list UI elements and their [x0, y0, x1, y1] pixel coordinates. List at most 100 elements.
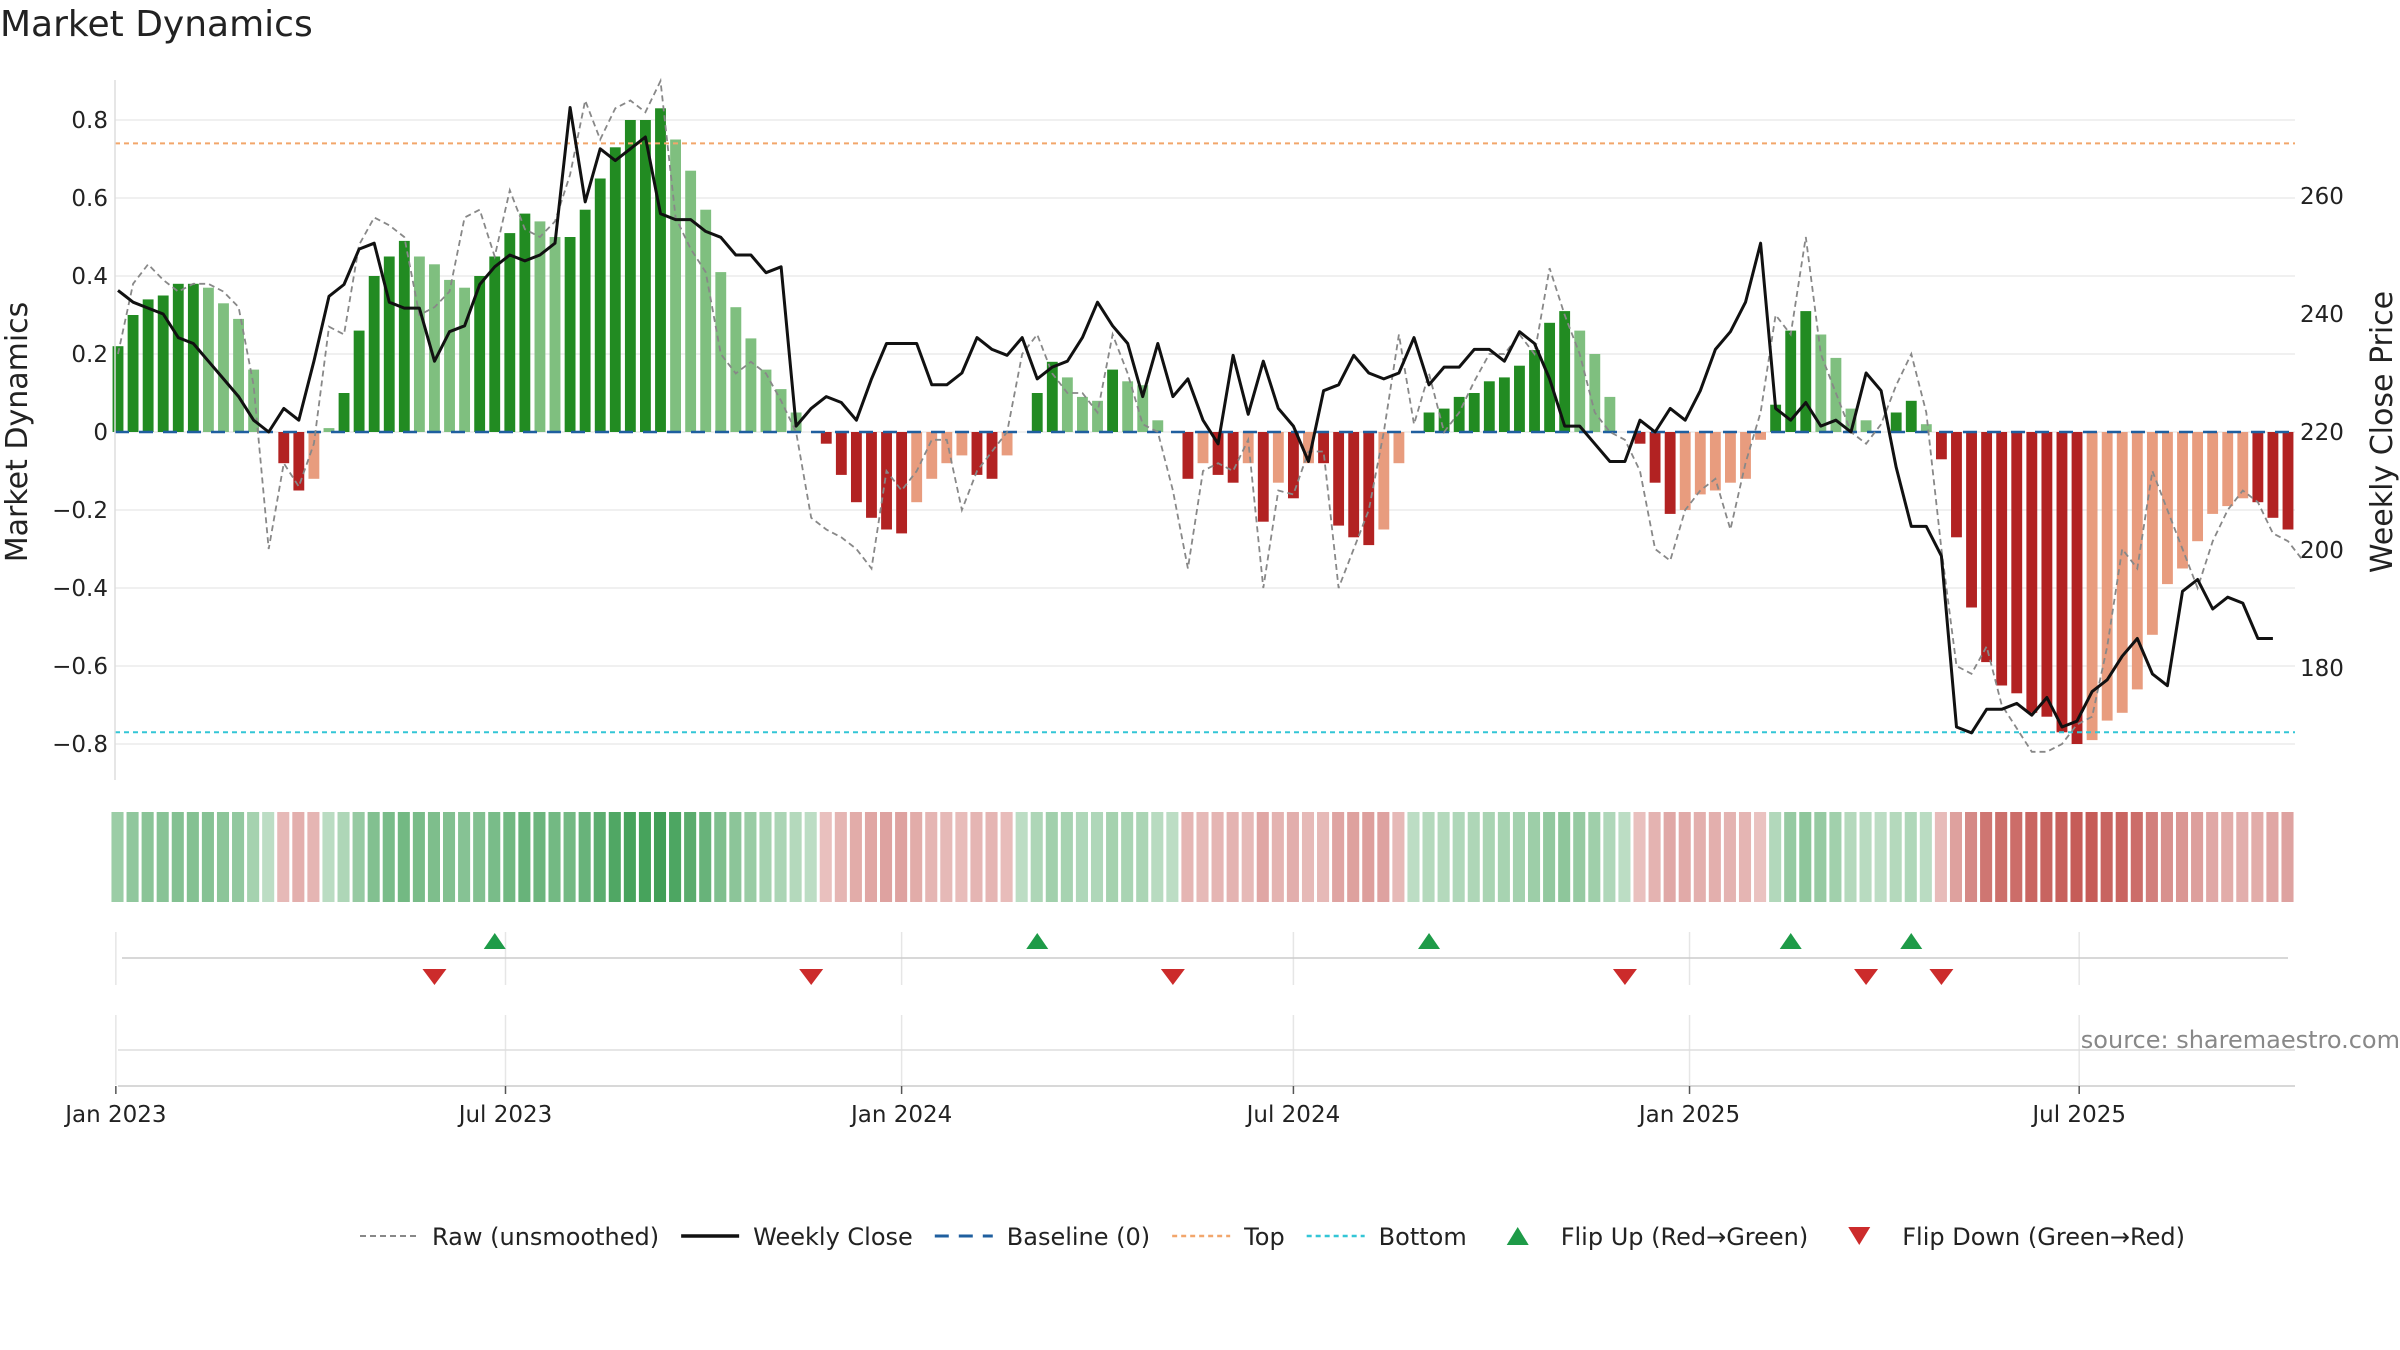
bar: [2071, 432, 2083, 744]
heat-cell: [1919, 812, 1932, 902]
heat-cell: [1965, 812, 1978, 902]
weekly-close-line: [117, 106, 2273, 735]
heat-cell: [638, 812, 651, 902]
bar-series: [112, 108, 2294, 744]
heat-cell: [232, 812, 245, 902]
flip-down-marker: [1854, 969, 1879, 985]
x-tick-label: Jul 2024: [1245, 1102, 1341, 1128]
bar: [896, 432, 908, 534]
heat-cell: [714, 812, 727, 902]
y-right-tick-label: 200: [2300, 538, 2344, 564]
heat-cell: [955, 812, 968, 902]
heat-cell: [623, 812, 636, 902]
bar: [1815, 334, 1827, 432]
heat-cell: [2191, 812, 2204, 902]
heat-cell: [910, 812, 923, 902]
bar: [2207, 432, 2219, 514]
bar: [745, 338, 757, 432]
bar: [760, 369, 772, 432]
bar: [835, 432, 847, 475]
heat-cell: [2130, 812, 2143, 902]
heat-cell: [2221, 812, 2234, 902]
heat-cell: [337, 812, 350, 902]
bar: [1212, 432, 1224, 475]
heat-cell: [608, 812, 621, 902]
bar: [1348, 432, 1360, 538]
bar: [534, 221, 546, 432]
heat-cell: [1497, 812, 1510, 902]
bar: [368, 276, 380, 432]
bar: [1061, 377, 1073, 432]
heat-cell: [1949, 812, 1963, 902]
bar: [2237, 432, 2249, 499]
level-lines: [115, 142, 2295, 734]
heat-cell: [1301, 812, 1315, 902]
heat-cell: [1588, 812, 1601, 902]
bar: [489, 256, 501, 432]
heat-cell: [292, 812, 305, 902]
heat-cell: [1663, 812, 1676, 902]
y-left-tick-label: 0.6: [71, 186, 108, 212]
heat-cell: [2145, 812, 2158, 902]
heat-cell: [2175, 812, 2189, 902]
heat-cell: [1603, 812, 1616, 902]
bar: [2282, 432, 2294, 530]
heat-cell: [1000, 812, 1013, 902]
heat-cell: [593, 812, 606, 902]
heat-cell: [1015, 812, 1028, 902]
y-left-tick-label: 0.2: [71, 342, 108, 368]
heat-cell: [940, 812, 953, 902]
heat-cell: [2055, 812, 2068, 902]
heat-cell: [1075, 812, 1088, 902]
bar: [519, 213, 531, 432]
heat-cell: [1633, 812, 1646, 902]
bar: [986, 432, 998, 479]
heat-cell: [1136, 812, 1149, 902]
bar: [459, 287, 471, 432]
heat-cell: [1543, 812, 1556, 902]
bar: [1649, 432, 1661, 483]
bar: [1740, 432, 1751, 479]
heat-cell: [1708, 812, 1721, 902]
bar: [1318, 432, 1329, 464]
bar: [1634, 432, 1646, 444]
bar: [564, 237, 576, 432]
bar: [157, 295, 169, 432]
bar: [1966, 432, 1977, 608]
bar: [1589, 354, 1601, 432]
legend-swatch: [1848, 1227, 1871, 1245]
heat-cell: [1934, 812, 1947, 902]
bar: [504, 233, 516, 432]
heat-cell: [518, 812, 531, 902]
flip-down-marker: [1929, 969, 1954, 985]
line-series: [117, 77, 2304, 753]
bar: [2192, 432, 2204, 542]
bar: [911, 432, 923, 503]
heat-cell: [819, 812, 832, 902]
legend-item-close: Weekly Close: [681, 1223, 913, 1251]
bar: [700, 209, 712, 432]
heat-cell: [669, 812, 682, 902]
heat-cell: [2115, 812, 2128, 902]
bar: [1182, 432, 1194, 479]
heat-cell: [1256, 812, 1269, 902]
heat-cell: [1060, 812, 1073, 902]
bar: [1860, 420, 1872, 432]
flip-down-marker: [422, 969, 447, 985]
bar: [850, 432, 862, 503]
heat-cell: [653, 812, 667, 902]
heat-cell: [1558, 812, 1571, 902]
heat-cell: [473, 812, 486, 902]
x-tick-label: Jan 2024: [849, 1102, 952, 1128]
heat-cell: [352, 812, 365, 902]
y-left-tick-label: −0.8: [52, 732, 108, 758]
heat-cell: [1829, 812, 1842, 902]
flip-up-marker: [1779, 933, 1802, 949]
heat-cell: [262, 812, 275, 902]
bar: [1694, 432, 1706, 495]
y-right-tick-label: 240: [2300, 302, 2344, 328]
bar: [1935, 432, 1947, 460]
legend-label: Flip Up (Red→Green): [1561, 1223, 1809, 1251]
source-credit: source: sharemaestro.com: [2081, 1026, 2400, 1054]
bar: [730, 307, 742, 432]
